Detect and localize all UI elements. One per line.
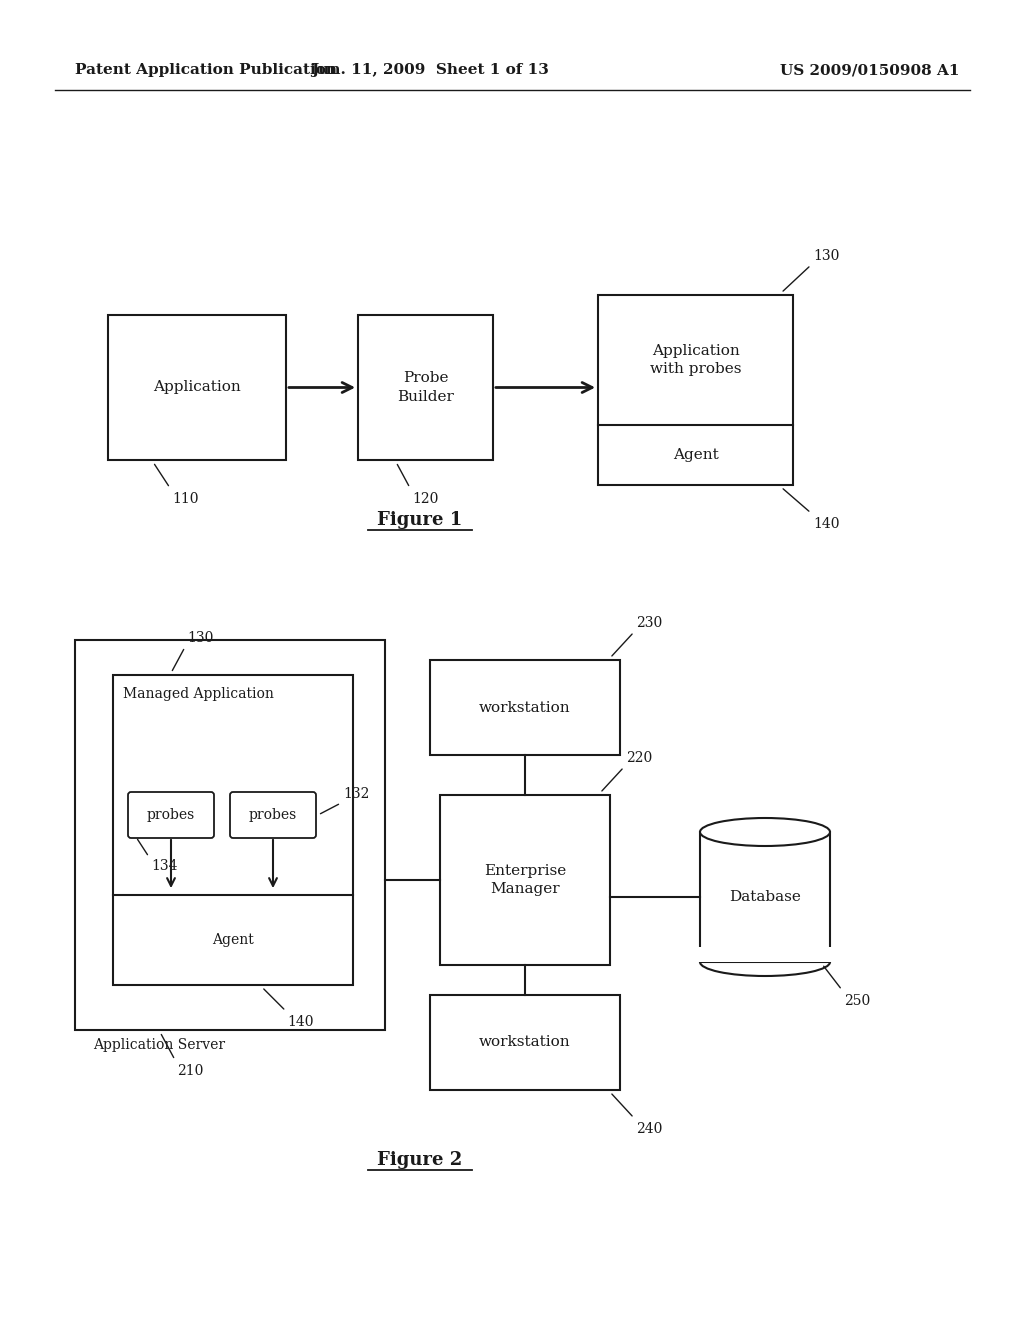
- Text: 140: 140: [288, 1015, 314, 1030]
- Text: Application
with probes: Application with probes: [650, 343, 741, 376]
- Bar: [113, 675, 353, 985]
- Text: 132: 132: [343, 787, 370, 801]
- Text: Probe
Builder: Probe Builder: [397, 371, 454, 404]
- Text: Jun. 11, 2009  Sheet 1 of 13: Jun. 11, 2009 Sheet 1 of 13: [311, 63, 549, 77]
- Bar: [108, 315, 286, 459]
- Text: 240: 240: [636, 1122, 663, 1137]
- FancyBboxPatch shape: [230, 792, 316, 838]
- Bar: [598, 294, 793, 484]
- Text: Figure 1: Figure 1: [378, 511, 463, 529]
- Ellipse shape: [700, 818, 830, 846]
- Text: Agent: Agent: [212, 933, 254, 946]
- Text: workstation: workstation: [479, 1035, 570, 1049]
- Bar: [440, 795, 610, 965]
- Text: Application: Application: [154, 380, 241, 395]
- Bar: [358, 315, 493, 459]
- Text: 134: 134: [151, 859, 177, 873]
- Text: Application Server: Application Server: [93, 1038, 225, 1052]
- Text: 140: 140: [813, 517, 840, 531]
- Text: Enterprise
Manager: Enterprise Manager: [484, 863, 566, 896]
- Text: 120: 120: [412, 492, 438, 506]
- Text: 210: 210: [177, 1064, 204, 1078]
- Bar: [430, 660, 620, 755]
- Text: 130: 130: [187, 631, 213, 645]
- Text: Patent Application Publication: Patent Application Publication: [75, 63, 337, 77]
- Bar: [698, 946, 831, 962]
- Text: probes: probes: [249, 808, 297, 822]
- Bar: [700, 832, 830, 962]
- Text: US 2009/0150908 A1: US 2009/0150908 A1: [780, 63, 961, 77]
- Text: 250: 250: [844, 994, 870, 1008]
- Text: Database: Database: [729, 890, 801, 904]
- FancyBboxPatch shape: [128, 792, 214, 838]
- Bar: [75, 640, 385, 1030]
- Text: 130: 130: [813, 249, 840, 263]
- Text: Agent: Agent: [673, 447, 719, 462]
- Text: Managed Application: Managed Application: [123, 686, 273, 701]
- Text: probes: probes: [146, 808, 196, 822]
- Bar: [430, 995, 620, 1090]
- Text: 110: 110: [172, 492, 199, 506]
- Text: 230: 230: [636, 616, 663, 630]
- Text: workstation: workstation: [479, 701, 570, 714]
- Text: 220: 220: [626, 751, 652, 766]
- Text: Figure 2: Figure 2: [378, 1151, 463, 1170]
